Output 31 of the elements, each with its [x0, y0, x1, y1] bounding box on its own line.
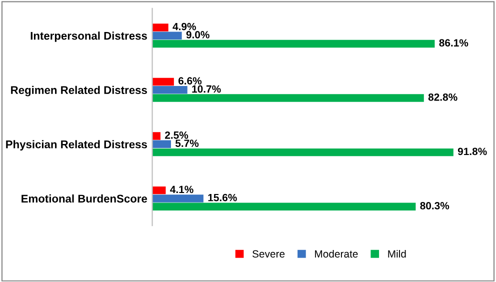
- legend-label: Severe: [252, 250, 285, 258]
- data-label: 82.8%: [428, 93, 458, 101]
- data-label: 86.1%: [439, 39, 468, 47]
- data-label: 15.6%: [208, 194, 237, 202]
- bar: [152, 194, 204, 202]
- bar: [152, 148, 454, 156]
- bar: [152, 40, 435, 48]
- data-label: 2.5%: [165, 131, 188, 139]
- y-tick-label: Interpersonal Distress: [30, 32, 147, 42]
- data-label: 4.9%: [172, 22, 196, 30]
- legend-label: Mild: [388, 250, 406, 258]
- data-label: 6.6%: [178, 77, 202, 85]
- bar: [152, 86, 188, 94]
- data-label: 91.8%: [458, 148, 487, 156]
- data-label: 10.7%: [192, 85, 221, 93]
- bar: [152, 94, 424, 102]
- y-tick-label: Emotional BurdenScore: [22, 194, 148, 203]
- data-label: 80.3%: [420, 202, 450, 210]
- bar: [152, 132, 160, 140]
- data-label: 4.1%: [170, 186, 194, 194]
- data-label: 9.0%: [186, 31, 210, 38]
- bar: [152, 78, 174, 86]
- bar: [152, 140, 171, 148]
- data-label: 5.7%: [175, 140, 199, 147]
- bar: [152, 24, 168, 32]
- bar: [152, 32, 182, 40]
- y-tick-label: Physician Related Distress: [6, 140, 147, 151]
- bar: [152, 186, 166, 194]
- legend-label: Moderate: [315, 250, 358, 258]
- bar: [152, 202, 416, 210]
- y-tick-label: Regimen Related Distress: [11, 86, 147, 96]
